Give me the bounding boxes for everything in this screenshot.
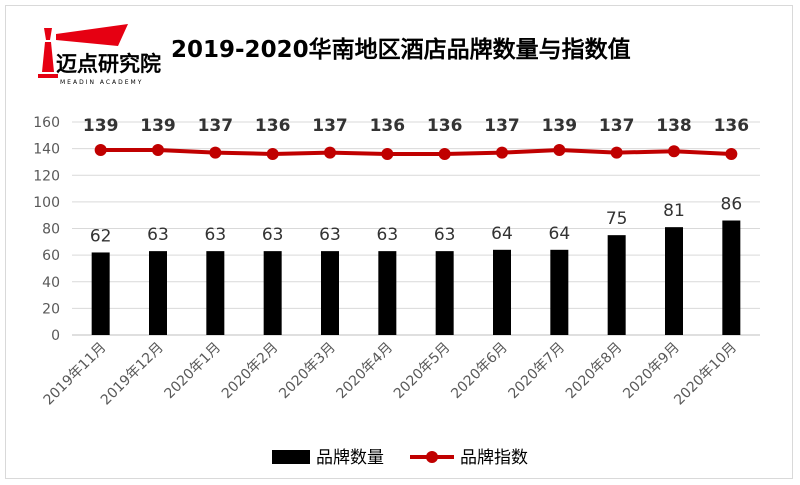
- bar: [550, 249, 569, 335]
- bar-label: 63: [319, 225, 341, 245]
- bar-label: 75: [606, 209, 628, 229]
- logo-name: 迈点研究院: [56, 52, 161, 76]
- bar-label: 63: [262, 225, 284, 245]
- line-label: 137: [484, 116, 520, 136]
- line-label: 139: [83, 116, 119, 136]
- x-tick-label: 2020年1月: [162, 340, 225, 403]
- line-label: 136: [370, 116, 406, 136]
- line-point: [324, 146, 336, 159]
- line-point: [553, 143, 566, 156]
- bar: [91, 252, 110, 335]
- x-tick-label: 2020年4月: [334, 340, 397, 403]
- x-tick-label: 2020年7月: [506, 340, 569, 403]
- line-point: [496, 146, 508, 159]
- legend-swatch-bar: [272, 450, 310, 464]
- line-point: [152, 143, 164, 156]
- line-label: 138: [656, 116, 692, 136]
- y-tick-label: 120: [33, 168, 60, 184]
- bar-label: 63: [205, 225, 227, 245]
- x-tick-label: 2020年8月: [563, 340, 626, 403]
- y-tick-label: 100: [33, 195, 60, 211]
- legend: 品牌数量 品牌指数: [272, 448, 528, 468]
- chart-frame: [5, 5, 793, 479]
- y-tick-label: 160: [33, 115, 60, 131]
- line-label: 137: [312, 116, 348, 136]
- line-point: [94, 143, 107, 156]
- y-tick-label: 60: [42, 248, 60, 264]
- logo: 迈点研究院 MEADIN ACADEMY: [38, 24, 161, 86]
- x-axis-ticks: 2019年11月2019年12月2020年1月2020年2月2020年3月202…: [41, 340, 741, 409]
- x-tick-label: 2020年2月: [219, 340, 282, 403]
- line-label: 139: [140, 116, 176, 136]
- bar: [206, 251, 225, 335]
- chart-title: 2019-2020华南地区酒店品牌数量与指数值: [171, 36, 631, 63]
- legend-swatch-marker: [426, 451, 438, 463]
- line-label: 136: [714, 116, 750, 136]
- line-point: [725, 147, 738, 160]
- bar-label: 86: [721, 195, 743, 215]
- line-label: 136: [427, 116, 463, 136]
- bar-label: 63: [377, 225, 399, 245]
- line-label: 136: [255, 116, 291, 136]
- y-tick-label: 40: [42, 275, 60, 291]
- bar-label: 64: [549, 224, 571, 244]
- bar: [378, 251, 397, 335]
- y-tick-label: 140: [33, 142, 60, 158]
- y-tick-label: 0: [51, 328, 60, 344]
- line-point: [266, 147, 279, 160]
- bar-label: 64: [491, 224, 513, 244]
- y-axis-ticks: 0 20 40 60 80 100 120 140 160: [33, 115, 60, 344]
- bar: [722, 220, 741, 335]
- logo-subtitle: MEADIN ACADEMY: [60, 79, 143, 86]
- lighthouse-icon: [38, 24, 128, 78]
- bar-series: [91, 220, 741, 335]
- bar: [607, 235, 626, 335]
- line-path: [100, 147, 732, 156]
- y-tick-label: 20: [42, 301, 60, 317]
- x-tick-label: 2020年9月: [620, 340, 683, 403]
- bar-labels: 62 63 63 63 63 63 63 64 64 75 81 86: [90, 195, 742, 247]
- legend-label-line: 品牌指数: [460, 448, 528, 468]
- x-tick-label: 2020年3月: [276, 340, 339, 403]
- bar-label: 81: [663, 201, 685, 221]
- line-series: [94, 143, 738, 160]
- line-point: [209, 146, 222, 159]
- x-tick-label: 2020年6月: [448, 340, 511, 403]
- bar-label: 62: [90, 226, 112, 246]
- bar: [149, 251, 167, 335]
- line-label: 137: [599, 116, 635, 136]
- bar: [263, 251, 282, 335]
- line-point: [381, 147, 394, 160]
- line-point: [610, 146, 623, 159]
- bar: [665, 227, 683, 335]
- line-labels: 139 139 137 136 137 136 136 137 139 137 138 136: [83, 116, 749, 136]
- bar-label: 63: [147, 225, 169, 245]
- line-label: 139: [542, 116, 578, 136]
- x-tick-label: 2020年5月: [391, 340, 454, 403]
- bar: [321, 251, 339, 335]
- bar: [493, 249, 511, 335]
- gridlines: [72, 121, 760, 336]
- bar: [435, 251, 454, 335]
- line-point: [438, 147, 451, 160]
- legend-item-line: 品牌指数: [410, 448, 528, 468]
- line-point: [668, 145, 680, 158]
- bar-label: 63: [434, 225, 456, 245]
- legend-label-bar: 品牌数量: [316, 448, 384, 468]
- y-tick-label: 80: [42, 222, 60, 238]
- line-label: 137: [198, 116, 234, 136]
- legend-item-bars: 品牌数量: [272, 448, 384, 468]
